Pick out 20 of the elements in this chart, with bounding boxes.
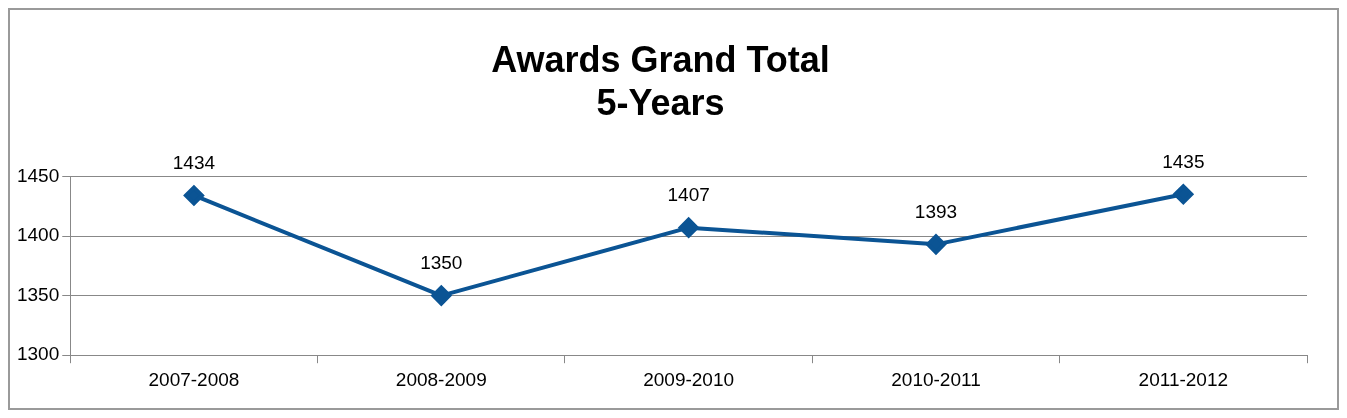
y-tick-label: 1300 bbox=[16, 343, 60, 365]
point bbox=[183, 185, 204, 206]
data-label: 1434 bbox=[172, 152, 216, 174]
chart-title: Awards Grand Total bbox=[491, 38, 830, 80]
point bbox=[431, 285, 452, 306]
y-tick-label: 1350 bbox=[16, 283, 60, 305]
x-tick-label: 2008-2009 bbox=[395, 368, 487, 390]
data-label: 1435 bbox=[1162, 151, 1205, 173]
x-tick-label: 2007-2008 bbox=[148, 368, 240, 390]
data-label: 1393 bbox=[914, 201, 958, 223]
data-label: 1350 bbox=[420, 252, 463, 274]
x-tick-label: 2011-2012 bbox=[1138, 368, 1229, 390]
data-label: 1407 bbox=[667, 184, 710, 206]
x-tick-label: 2009-2010 bbox=[643, 368, 735, 390]
point bbox=[678, 217, 699, 238]
point bbox=[925, 234, 946, 255]
y-tick-label: 1450 bbox=[16, 164, 60, 186]
x-tick-label: 2010-2011 bbox=[891, 368, 981, 390]
point bbox=[1173, 184, 1194, 205]
y-tick-label: 1400 bbox=[16, 224, 60, 246]
